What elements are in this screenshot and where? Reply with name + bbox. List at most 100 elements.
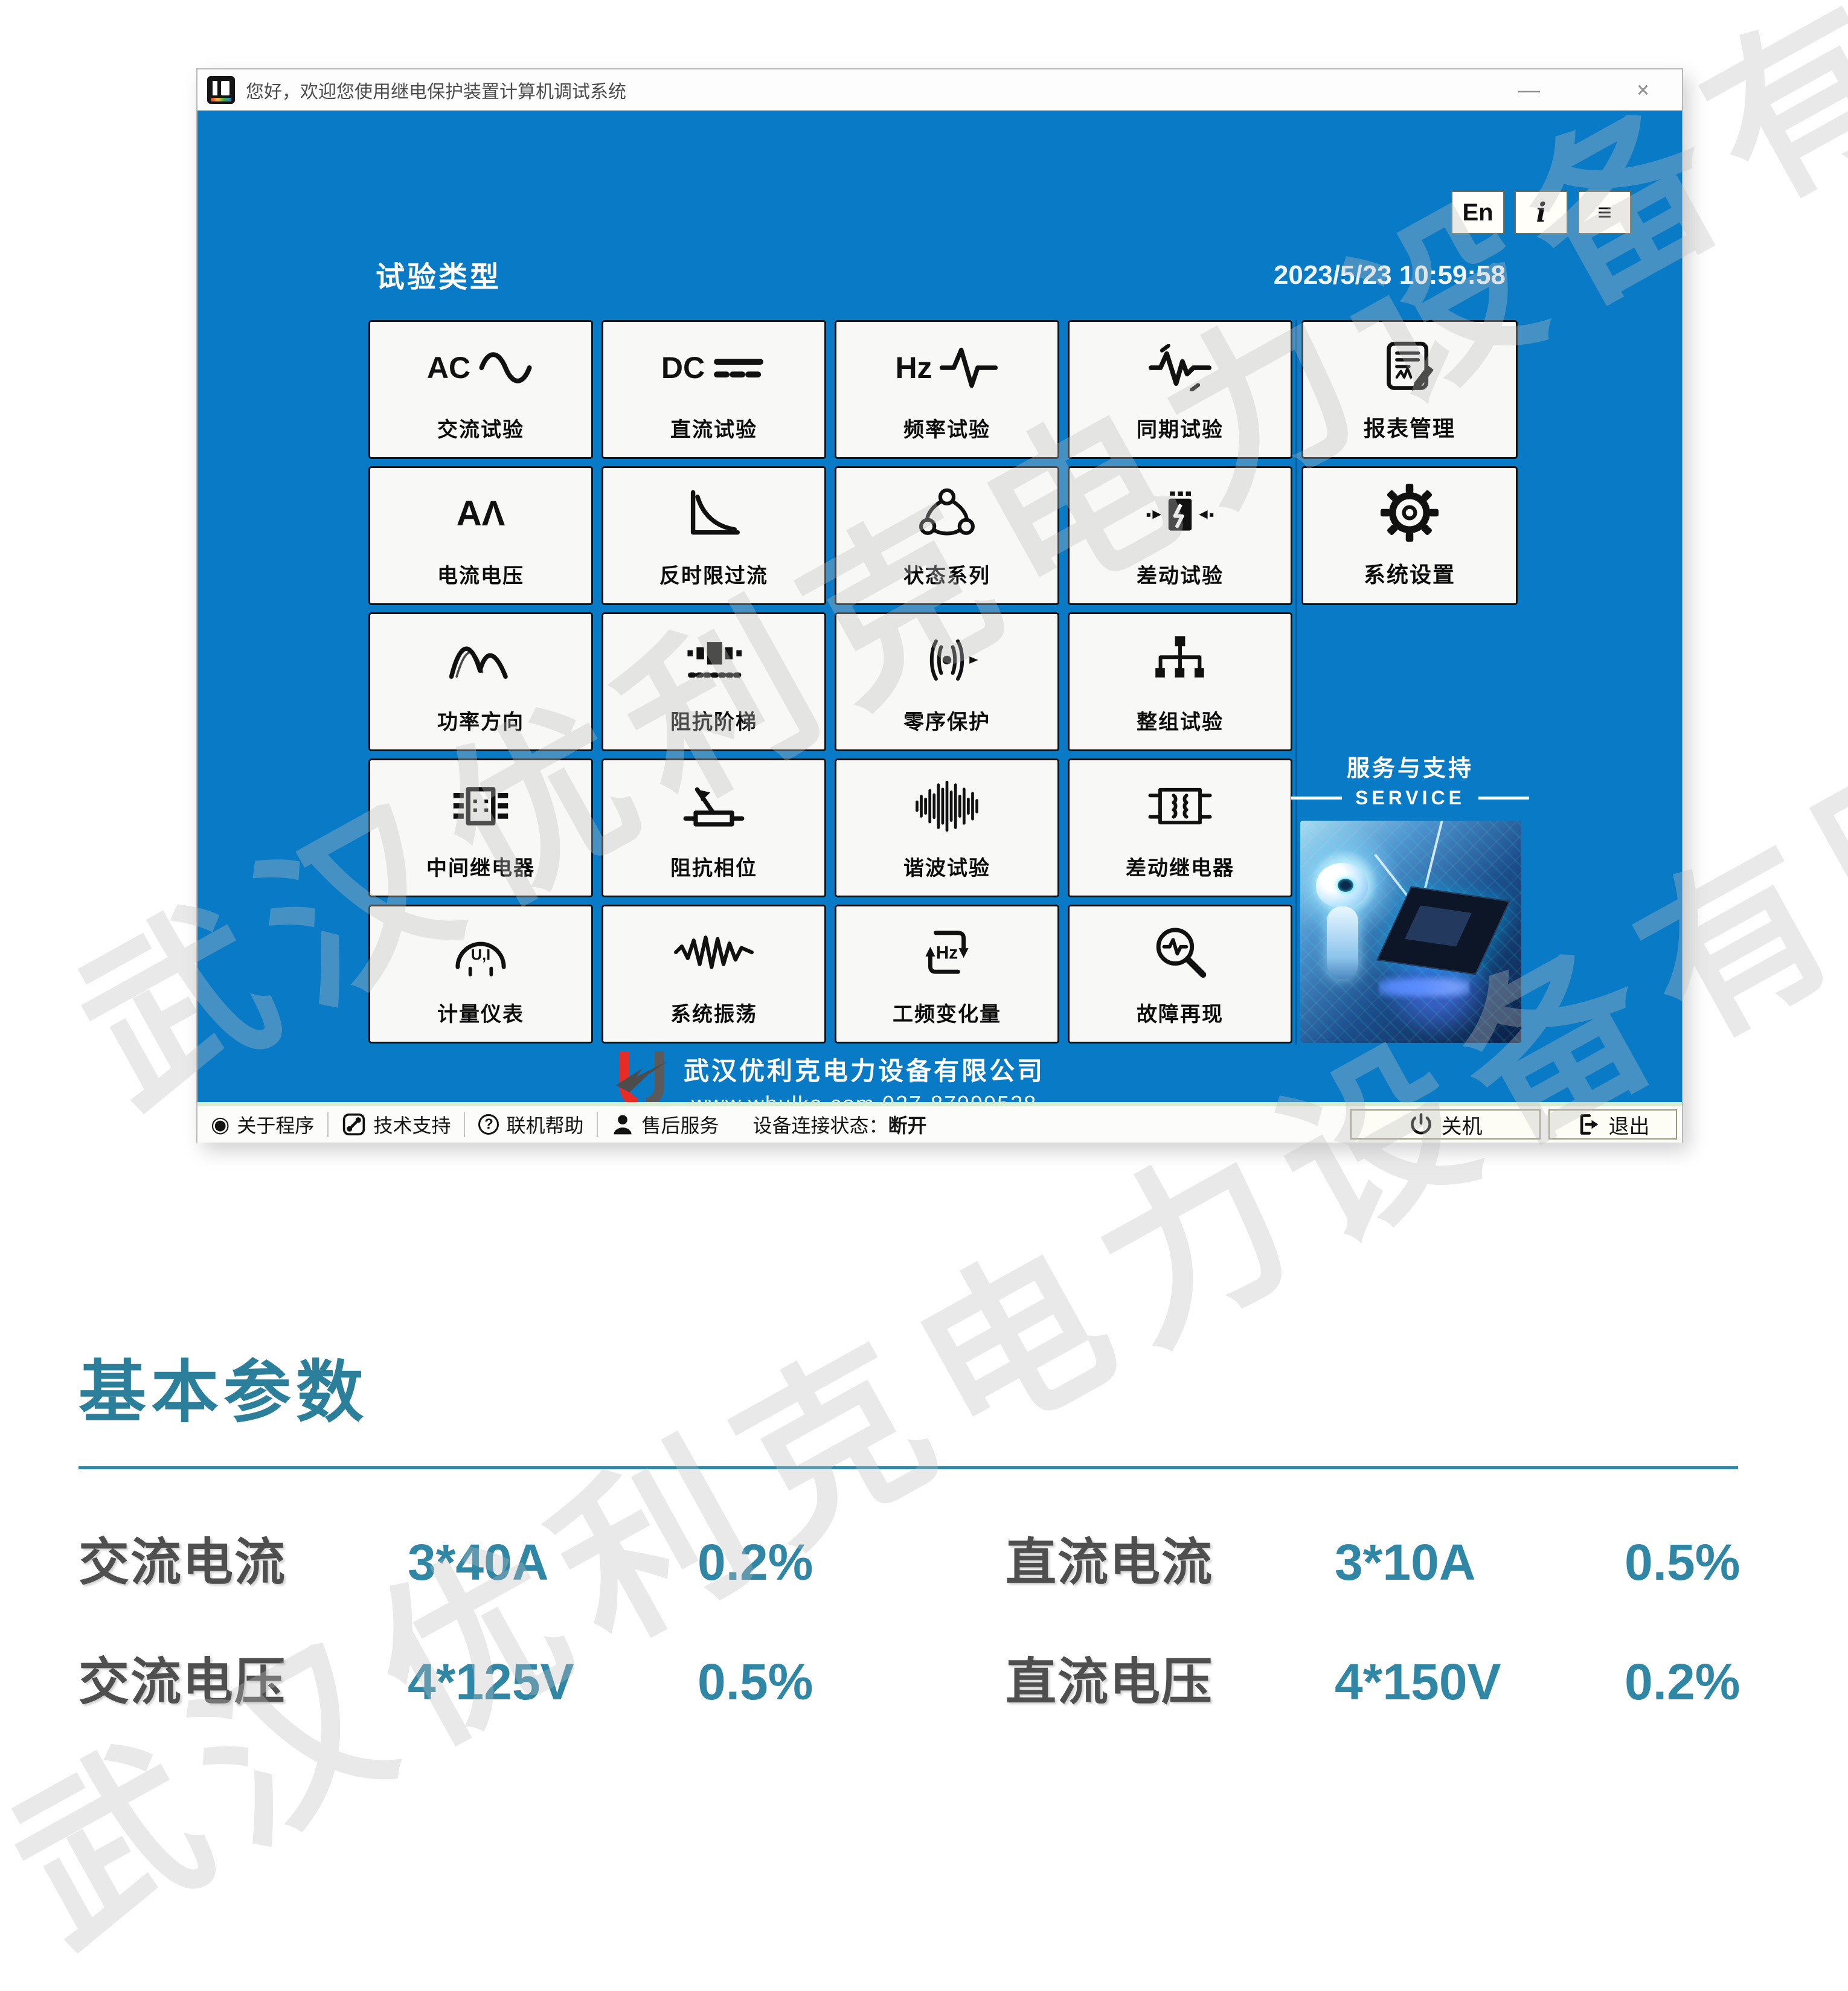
test-button-state-series[interactable]: 状态系列 [835,466,1059,605]
minimize-button[interactable]: — [1518,77,1540,102]
test-button-label: 状态系列 [903,565,990,588]
company-footer: 武汉优利克电力设备有限公司 www.whulke.com 027-8799952… [368,1048,1292,1102]
online-help-link[interactable]: ? 联机帮助 [478,1111,583,1138]
tech-support-link[interactable]: 技术支持 [342,1111,451,1138]
test-button-inverse-time[interactable]: 反时限过流 [602,466,826,605]
page-title: 试验类型 [376,261,502,293]
test-button-label: 直流试验 [670,418,757,441]
about-program-link[interactable]: ◉ 关于程序 [211,1112,315,1137]
test-button-oscillation[interactable]: 系统振荡 [602,905,826,1044]
test-button-dc[interactable]: DC 直流试验 [602,320,826,459]
test-button-impedance-phase[interactable]: 阻抗相位 [602,758,826,897]
test-button-impedance-ladder[interactable]: 阻抗阶梯 [602,612,826,751]
test-button-frequency[interactable]: Hz 频率试验 [835,320,1059,459]
report-management-button[interactable]: 报表管理 [1301,320,1518,459]
param-accuracy: 0.2% [1625,1653,1741,1710]
group-test-icon [1070,614,1291,705]
info-button[interactable]: i [1515,191,1568,234]
app-window: 您好，欢迎您使用继电保护装置计算机调试系统 — × En i ≡ 试验类型 20… [196,68,1683,1143]
param-accuracy: 0.5% [1625,1534,1741,1591]
service-image [1300,821,1521,1043]
help-icon: ? [478,1114,499,1135]
person-icon [614,1115,632,1135]
gear-icon [1303,468,1516,557]
test-button-label: 交流试验 [437,418,524,441]
test-button-label: 系统振荡 [670,1003,757,1026]
status-bar: ◉ 关于程序 技术支持 ? 联机帮助 售后服务 设备连接状态： 断开 关机 退出 [197,1106,1682,1143]
basic-params-rule [79,1466,1738,1469]
param-row-current: 交流电流 3*40A 0.2% 直流电流 3*10A 0.5% [79,1522,1830,1595]
test-button-label: 阻抗相位 [670,857,757,880]
inverse-time-curve-icon [603,468,824,559]
exit-button[interactable]: 退出 [1548,1109,1677,1140]
service-dash-left [1291,797,1343,800]
side-button-label: 系统设置 [1363,562,1455,587]
test-button-label: 同期试验 [1137,418,1224,441]
test-button-intermediate-relay[interactable]: 中间继电器 [368,758,593,897]
test-button-label: 故障再现 [1137,1003,1224,1026]
test-button-label: 差动继电器 [1126,857,1234,880]
statusbar-separator [197,1102,1682,1106]
statusbar-divider [464,1112,466,1137]
param-value: 3*10A [1335,1534,1476,1591]
differential-test-icon [1070,468,1291,559]
window-title: 您好，欢迎您使用继电保护装置计算机调试系统 [246,82,626,102]
test-button-label: 计量仪表 [437,1003,524,1026]
test-button-power-direction[interactable]: 功率方向 [368,612,593,751]
svg-text:Hz: Hz [936,943,958,963]
after-sales-service-link[interactable]: 售后服务 [611,1111,719,1138]
test-button-label: 工频变化量 [893,1003,1001,1026]
test-button-current-voltage[interactable]: AΛ 电流电压 [368,466,593,605]
company-logo-icon [615,1051,668,1102]
close-button[interactable]: × [1636,77,1649,102]
test-button-label: 零序保护 [903,711,990,734]
company-contact: www.whulke.com 027-87999528 [691,1091,1037,1103]
exit-icon [1580,1114,1598,1135]
service-subtitle: SERVICE [1279,787,1542,809]
test-button-fault-replay[interactable]: 故障再现 [1068,905,1292,1044]
test-button-zero-sequence[interactable]: 零序保护 [835,612,1059,751]
param-label: 直流电流 [1006,1534,1214,1591]
main-panel: En i ≡ 试验类型 2023/5/23 10:59:58 AC 交流试验 D… [197,111,1682,1102]
test-button-label: 反时限过流 [659,565,768,588]
datetime-display: 2023/5/23 10:59:58 [1273,260,1506,290]
test-button-label: 功率方向 [437,711,524,734]
test-button-differential[interactable]: 差动试验 [1068,466,1292,605]
service-dash-right [1478,797,1529,800]
test-button-group-test[interactable]: 整组试验 [1068,612,1292,751]
test-button-metering[interactable]: U,I 计量仪表 [368,905,593,1044]
test-button-pfc-variation[interactable]: Hz 工频变化量 [835,905,1059,1044]
title-bar: 您好，欢迎您使用继电保护装置计算机调试系统 — × [197,69,1682,111]
param-value: 4*125V [408,1653,574,1710]
shutdown-button[interactable]: 关机 [1350,1109,1541,1140]
test-button-label: 整组试验 [1137,711,1224,734]
param-accuracy: 0.2% [698,1534,813,1591]
state-series-icon [836,468,1057,559]
fault-replay-icon [1070,906,1291,998]
test-button-differential-relay[interactable]: 差动继电器 [1068,758,1292,897]
basic-params-heading: 基本参数 [79,1355,368,1430]
test-type-grid: AC 交流试验 DC 直流试验 Hz 频率试验 [368,320,1292,1044]
test-button-harmonic[interactable]: 谐波试验 [835,758,1059,897]
param-accuracy: 0.5% [698,1653,813,1710]
harmonic-test-icon [836,760,1057,851]
connection-status: 设备连接状态： 断开 [752,1111,926,1138]
test-button-sync[interactable]: 同期试验 [1068,320,1292,459]
menu-button[interactable]: ≡ [1578,191,1631,234]
svg-text:U,I: U,I [471,946,490,963]
param-value: 4*150V [1335,1653,1501,1710]
param-value: 3*40A [408,1534,549,1591]
param-label: 直流电压 [1006,1653,1214,1710]
language-button[interactable]: En [1451,191,1504,234]
company-name: 武汉优利克电力设备有限公司 [683,1056,1045,1085]
system-settings-button[interactable]: 系统设置 [1301,466,1518,605]
dc-test-icon: DC [661,350,764,385]
test-button-ac[interactable]: AC 交流试验 [368,320,593,459]
statusbar-divider [327,1112,329,1137]
param-label: 交流电压 [79,1653,287,1710]
current-voltage-icon: AΛ [456,494,505,533]
ac-test-icon: AC [370,322,591,413]
test-button-label: 中间继电器 [426,857,535,880]
zero-sequence-icon [836,614,1057,705]
service-support-title: 服务与支持 [1346,756,1474,781]
